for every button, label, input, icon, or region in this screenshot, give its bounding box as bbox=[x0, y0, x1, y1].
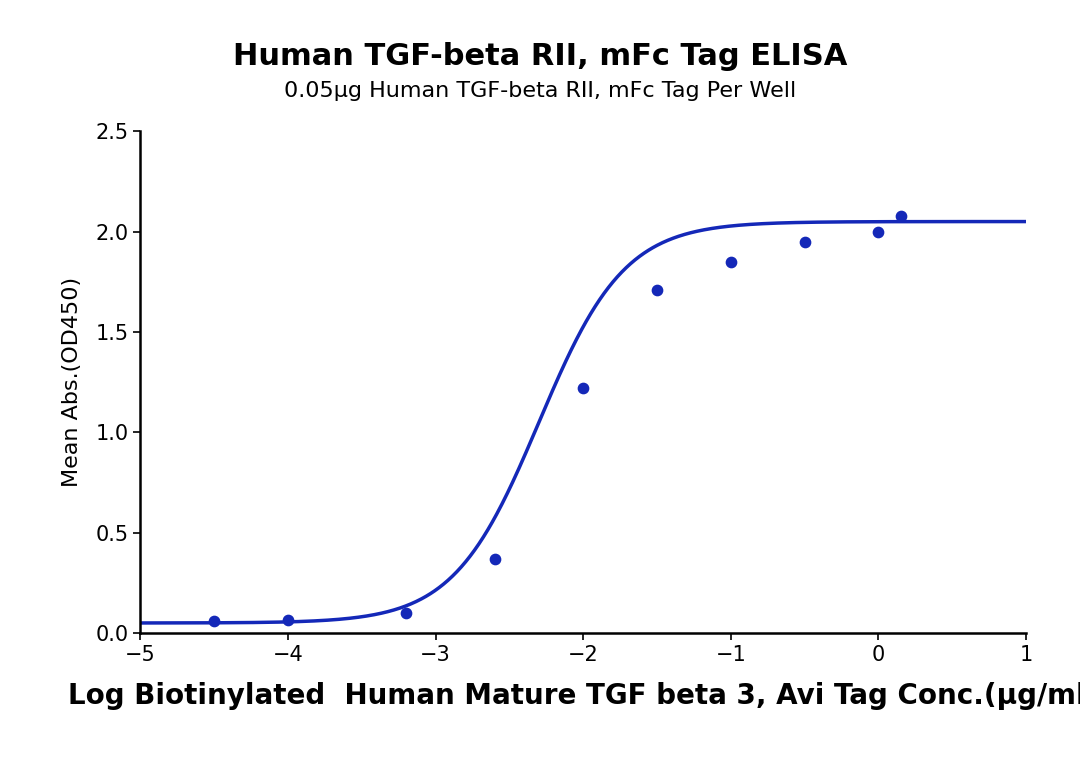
X-axis label: Log Biotinylated  Human Mature TGF beta 3, Avi Tag Conc.(μg/ml): Log Biotinylated Human Mature TGF beta 3… bbox=[68, 682, 1080, 709]
Point bbox=[892, 209, 909, 222]
Point bbox=[575, 382, 592, 394]
Text: 0.05μg Human TGF-beta RII, mFc Tag Per Well: 0.05μg Human TGF-beta RII, mFc Tag Per W… bbox=[284, 81, 796, 101]
Point bbox=[723, 256, 740, 268]
Point bbox=[397, 607, 415, 619]
Point bbox=[648, 283, 665, 296]
Point bbox=[205, 615, 222, 627]
Point bbox=[486, 553, 503, 565]
Y-axis label: Mean Abs.(OD450): Mean Abs.(OD450) bbox=[62, 277, 82, 487]
Point bbox=[280, 614, 297, 626]
Text: Human TGF-beta RII, mFc Tag ELISA: Human TGF-beta RII, mFc Tag ELISA bbox=[233, 42, 847, 72]
Point bbox=[869, 225, 887, 238]
Point bbox=[796, 235, 813, 248]
